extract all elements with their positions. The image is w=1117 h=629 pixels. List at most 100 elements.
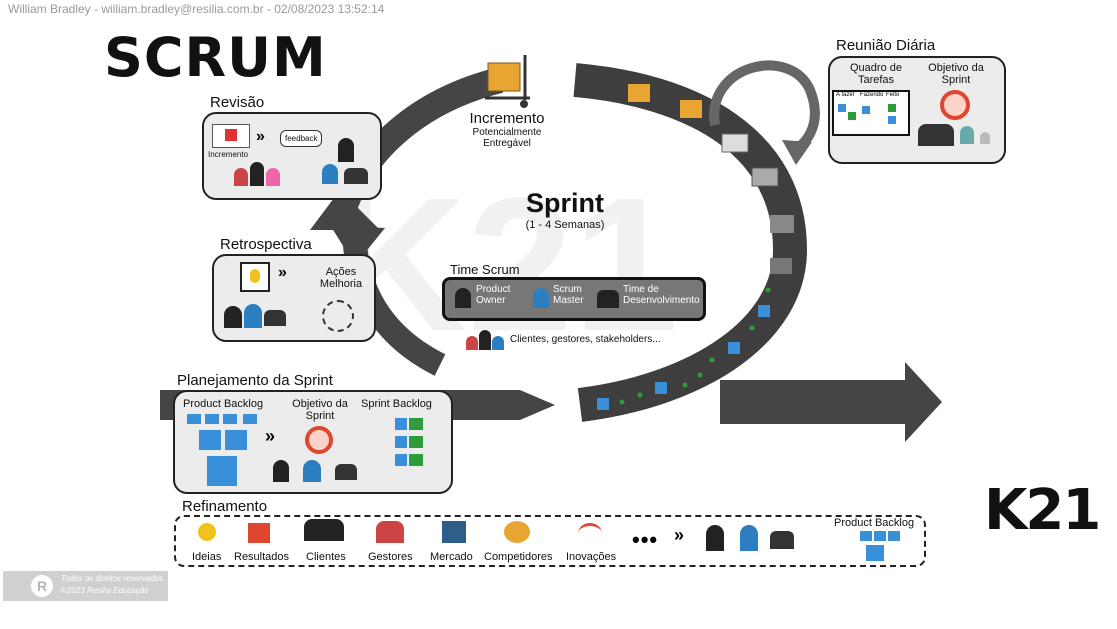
task-board-label: Quadro de Tarefas bbox=[836, 62, 916, 86]
daily-loop bbox=[709, 60, 820, 155]
person-icon bbox=[740, 525, 758, 551]
cycle-arrowhead-top bbox=[310, 190, 380, 230]
person-icon bbox=[706, 525, 724, 551]
scrum-team-bar: Product Owner Scrum Master Time de Desen… bbox=[442, 277, 706, 321]
sprint-title: Sprint bbox=[526, 188, 604, 218]
refinement-box: Ideias Resultados Clientes Gestores Merc… bbox=[174, 515, 926, 567]
sticky-note-icon bbox=[225, 430, 247, 450]
sticky-note-icon bbox=[395, 418, 407, 430]
person-icon bbox=[224, 306, 242, 328]
ellipsis-icon: ••• bbox=[632, 527, 659, 552]
dev-line2: Desenvolvimento bbox=[623, 295, 700, 306]
footer-watermark: R Todos os direitos reservados ©2023 Res… bbox=[3, 571, 168, 601]
planning-sprint-backlog-label: Sprint Backlog bbox=[361, 398, 432, 410]
col-doing-label: Fazendo bbox=[860, 92, 884, 98]
person-icon bbox=[338, 138, 354, 162]
refinement-title: Refinamento bbox=[182, 498, 268, 515]
col-done-label: Feito bbox=[886, 92, 900, 98]
review-title: Revisão bbox=[210, 94, 265, 111]
review-box: Incremento » feedback bbox=[202, 112, 382, 200]
shirt-screen-icon bbox=[770, 258, 792, 274]
dev-team-icon bbox=[597, 290, 619, 308]
scrum-team-title: Time Scrum bbox=[450, 262, 520, 277]
box-icon bbox=[680, 100, 702, 118]
cycle-arrowhead-left bbox=[330, 225, 385, 265]
sticky-note-icon bbox=[223, 414, 237, 424]
product-owner-label: Product Owner bbox=[476, 284, 510, 306]
daily-loop-arrowhead bbox=[782, 140, 812, 165]
team-icon bbox=[770, 531, 794, 549]
task-dot bbox=[697, 372, 703, 378]
task-board-label-2: Tarefas bbox=[857, 74, 895, 86]
dev-team-label: Time de Desenvolvimento bbox=[623, 284, 700, 306]
box-icon bbox=[628, 84, 650, 102]
col-todo-label: A fazer bbox=[836, 92, 855, 98]
person-icon bbox=[980, 132, 990, 144]
task-icon bbox=[409, 418, 423, 430]
person-icon bbox=[244, 304, 262, 328]
refinement-item-gestores: Gestores bbox=[368, 551, 413, 563]
daily-title: Reunião Diária bbox=[836, 37, 936, 54]
task-icon bbox=[409, 436, 423, 448]
refinement-product-backlog-label: Product Backlog bbox=[834, 517, 915, 529]
refinement-item-mercado: Mercado bbox=[430, 551, 473, 563]
team-icon bbox=[264, 310, 286, 326]
shirt-screen-icon bbox=[721, 133, 749, 153]
refinement-item-inovacoes: Inovações bbox=[566, 551, 617, 563]
task-board: A fazer Fazendo Feito bbox=[832, 90, 910, 136]
increment-line2: Entregável bbox=[483, 138, 531, 149]
refinement-item-competidores: Competidores bbox=[484, 551, 553, 563]
sticky-note-icon bbox=[199, 430, 221, 450]
planning-box: Product Backlog » Objetivo da Sprint Spr… bbox=[173, 390, 453, 494]
shirt-screen-icon bbox=[751, 167, 779, 187]
clients-icon bbox=[304, 519, 344, 541]
retro-box: » Ações Melhoria bbox=[212, 254, 376, 342]
footer-copyright: ©2023 Resilia Educação bbox=[61, 586, 149, 595]
planning-goal-line1: Objetivo da bbox=[292, 398, 348, 410]
refinement-item-resultados: Resultados bbox=[234, 551, 290, 563]
task-dot bbox=[637, 392, 643, 398]
chevrons-icon: » bbox=[265, 426, 276, 446]
sticky-note-icon bbox=[243, 414, 257, 424]
chevrons-icon: » bbox=[674, 525, 685, 545]
actions-line1: Ações bbox=[325, 266, 357, 278]
person-icon bbox=[303, 460, 321, 482]
task-board-label-1: Quadro de bbox=[850, 62, 902, 74]
sprint-goal-label-2: Sprint bbox=[941, 74, 971, 86]
sticky-note-icon bbox=[860, 531, 872, 541]
refinement-item-clientes: Clientes bbox=[306, 551, 346, 563]
team-icon bbox=[335, 464, 357, 480]
sticky-note-icon bbox=[655, 382, 667, 394]
planning-title: Planejamento da Sprint bbox=[177, 372, 333, 389]
review-increment-label: Incremento bbox=[208, 150, 249, 159]
increment-screen-icon bbox=[212, 124, 250, 148]
actions-label: Ações Melhoria bbox=[306, 266, 376, 290]
shirt-icon bbox=[225, 129, 237, 141]
dev-line1: Time de bbox=[623, 284, 659, 295]
task-dot bbox=[619, 399, 625, 405]
sticky-note-icon bbox=[207, 456, 237, 486]
planning-goal-line2: Sprint bbox=[305, 410, 335, 422]
innovations-icon bbox=[578, 523, 602, 544]
stakeholders-label: Clientes, gestores, stakeholders... bbox=[510, 334, 661, 345]
stakeholders-icon bbox=[234, 162, 290, 188]
sticky-note-icon bbox=[205, 414, 219, 424]
improvement-cycle-icon bbox=[322, 300, 354, 332]
person-icon bbox=[960, 126, 974, 144]
target-icon bbox=[940, 90, 970, 120]
page-title: SCRUM bbox=[104, 26, 327, 89]
sticky-note-icon bbox=[597, 398, 609, 410]
increment-line1: Potencialmente bbox=[472, 127, 542, 138]
resilia-logo: R bbox=[31, 575, 53, 597]
increment-title: Incremento bbox=[469, 110, 545, 127]
sticky-note-icon bbox=[187, 414, 201, 424]
task-dot bbox=[709, 357, 715, 363]
team-icon bbox=[344, 168, 368, 184]
product-owner-icon bbox=[455, 288, 471, 308]
chevrons-icon: » bbox=[278, 264, 287, 281]
scrum-master-label: Scrum Master bbox=[553, 284, 584, 306]
k21-logo: K21 bbox=[984, 478, 1101, 543]
lightbulb-icon bbox=[198, 523, 216, 541]
increment-block: Incremento Potencialmente Entregável bbox=[452, 110, 562, 149]
